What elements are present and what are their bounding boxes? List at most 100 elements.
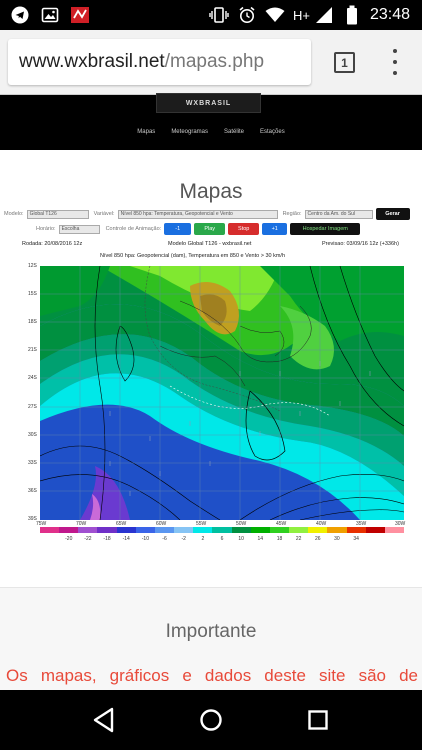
browser-toolbar: www.wxbrasil.net/mapas.php 1 (0, 30, 422, 95)
lon-label: 40W (316, 521, 327, 527)
lat-label: 18S (28, 319, 37, 325)
colorbar-swatch (308, 527, 328, 533)
browser-menu-button[interactable] (388, 49, 402, 75)
nav-link-satelite[interactable]: Satélite (224, 129, 245, 135)
lon-label: 50W (236, 521, 247, 527)
nav-link-mapas[interactable]: Mapas (137, 129, 156, 135)
colorbar-label: 30 (334, 536, 340, 542)
colorbar-swatch (346, 527, 366, 533)
hospedar-imagem-button[interactable]: Hospedar Imagem (290, 223, 361, 235)
url-field[interactable]: www.wxbrasil.net/mapas.php (8, 39, 311, 85)
lat-label: 36S (28, 488, 37, 494)
modelo-label: Modelo: (4, 211, 24, 217)
recents-square-icon (308, 710, 329, 730)
important-text: Os mapas, gráficos e dados deste site sã… (6, 666, 418, 685)
android-nav-bar (0, 690, 422, 750)
colorbar-label: -2 (181, 536, 186, 542)
stop-button[interactable]: Stop (228, 223, 260, 235)
map-title: Nível 850 hpa: Geopotencial (dam), Tempe… (100, 253, 286, 259)
lon-label: 30W (395, 521, 406, 527)
wifi-icon (265, 5, 285, 25)
lon-label: 65W (116, 521, 127, 527)
menu-dot-icon (393, 71, 397, 75)
lon-label: 75W (36, 521, 47, 527)
regiao-label: Região: (282, 211, 302, 217)
map-rodada: Rodada: 20/08/2016 12z (22, 241, 83, 247)
status-bar: H+ 23:48 (0, 0, 422, 30)
url-domain: www.wxbrasil.net (19, 51, 165, 72)
colorbar-label: 6 (220, 536, 224, 542)
menu-dot-icon (393, 49, 397, 53)
map-previsao: Previsao: 03/09/16 12z (+336h) (322, 241, 399, 247)
colorbar-label: 34 (353, 536, 359, 542)
colorbar-swatch (365, 527, 385, 533)
tab-switcher-button[interactable]: 1 (334, 52, 355, 73)
back-button[interactable] (84, 700, 124, 740)
clock: 23:48 (369, 6, 410, 23)
lat-label: 33S (28, 460, 37, 466)
colorbar-swatch (174, 527, 194, 533)
lat-label: 12S (28, 263, 37, 269)
map-modelo: Modelo Global T126 - wxbrasil.net (168, 241, 252, 247)
signal-icon (314, 5, 334, 25)
play-button[interactable]: Play (194, 223, 226, 235)
colorbar-label: -18 (103, 536, 111, 542)
horario-label: Horário: (36, 226, 56, 232)
colorbar-swatch (59, 527, 79, 533)
nav-link-estacoes[interactable]: Estações (260, 129, 285, 135)
colorbar-label: 22 (295, 536, 302, 542)
lat-label: 39S (28, 516, 37, 522)
colorbar-swatch (193, 527, 213, 533)
colorbar-swatch (384, 527, 404, 533)
site-header: WXBRASIL Mapas Meteogramas Satélite Esta… (0, 93, 422, 150)
page-content: Mapas Modelo: Global T126 Variável: Níve… (0, 150, 422, 690)
lat-label: 15S (28, 291, 37, 297)
colorbar-swatch (154, 527, 175, 533)
colorbar-label: 18 (276, 536, 283, 542)
colorbar-swatch (40, 527, 60, 533)
lon-label: 60W (156, 521, 167, 527)
site-nav: Mapas Meteogramas Satélite Estações (0, 129, 422, 135)
vibrate-icon (209, 5, 229, 25)
colorbar-label: -14 (122, 536, 130, 542)
home-button[interactable] (191, 700, 231, 740)
colorbar-label: 26 (315, 536, 321, 542)
temperature-colorbar (40, 527, 404, 533)
lat-label: 27S (28, 404, 37, 410)
url-path: /mapas.php (164, 51, 265, 72)
lon-label: 70W (76, 521, 87, 527)
lat-label: 21S (28, 347, 37, 353)
site-logo[interactable]: WXBRASIL (156, 93, 261, 113)
colorbar-label: 2 (201, 536, 205, 542)
colorbar-labels: -20 -22 -18 -14 -10 -6 -2 2 6 10 14 18 22 26 30 34 (40, 536, 404, 544)
horario-select[interactable]: Escolha (58, 224, 100, 234)
back-triangle-icon (93, 707, 113, 733)
weather-map[interactable] (40, 266, 404, 520)
colorbar-swatch (231, 527, 251, 533)
recents-button[interactable] (298, 700, 338, 740)
lat-label: 30S (28, 432, 37, 438)
colorbar-swatch (135, 527, 155, 533)
colorbar-swatch (212, 527, 232, 533)
network-type: H+ (292, 7, 310, 23)
regiao-select[interactable]: Centro da Am. do Sul (304, 209, 373, 219)
modelo-select[interactable]: Global T126 (26, 209, 89, 219)
nav-link-meteogramas[interactable]: Meteogramas (171, 129, 208, 135)
gerar-button[interactable]: Gerar (375, 208, 410, 220)
colorbar-label: 10 (238, 536, 244, 542)
colorbar-label: -22 (84, 536, 92, 542)
next-frame-button[interactable]: +1 (262, 223, 288, 235)
variavel-label: Variável: (93, 211, 115, 217)
previous-frame-button[interactable]: -1 (164, 223, 192, 235)
colorbar-label: -6 (162, 536, 167, 542)
important-section: Importante Os mapas, gráficos e dados de… (0, 587, 422, 690)
telegram-icon (10, 5, 30, 25)
alarm-icon (237, 5, 257, 25)
variavel-select[interactable]: Nível 850 hpa: Temperatura, Geopotencial… (117, 209, 278, 219)
colorbar-swatch (116, 527, 136, 533)
lon-label: 35W (356, 521, 367, 527)
colorbar-label: -10 (141, 536, 149, 542)
colorbar-label: 14 (257, 536, 264, 542)
home-circle-icon (200, 709, 222, 731)
colorbar-swatch (289, 527, 309, 533)
